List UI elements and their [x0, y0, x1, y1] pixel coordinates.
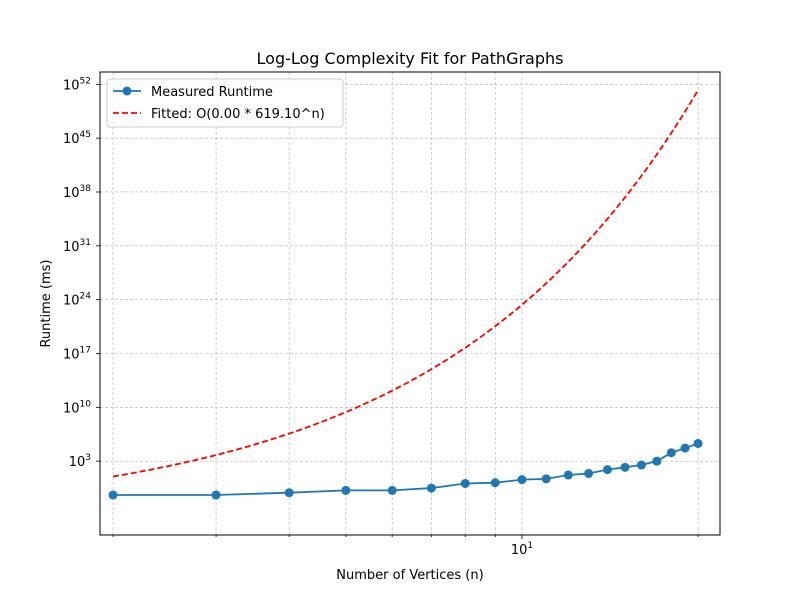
y-tick-label: 103: [69, 453, 91, 470]
measured-runtime-point: [211, 490, 221, 500]
measured-runtime-point: [426, 483, 436, 493]
legend: Measured Runtime Fitted: O(0.00 * 619.10…: [106, 78, 344, 128]
fitted-curve-line: [112, 89, 699, 478]
y-tick-label: 1052: [63, 76, 91, 93]
measured-runtime-point: [666, 448, 676, 458]
y-tick-label: 1038: [63, 184, 91, 201]
measured-runtime-point: [680, 443, 690, 453]
axis-ticks: 101 103 1010 1017 1024 1031 1038 1045 1052: [63, 76, 699, 558]
legend-label-measured-runtime: Measured Runtime: [151, 85, 273, 100]
chart-title: Log-Log Complexity Fit for PathGraphs: [257, 49, 564, 68]
y-tick-label: 1017: [63, 345, 91, 362]
measured-runtime-point: [517, 475, 527, 485]
plot-frame: [99, 71, 721, 536]
measured-runtime-point: [584, 468, 594, 478]
x-tick-label: 101: [511, 541, 533, 558]
y-axis-label: Runtime (ms): [39, 259, 54, 347]
x-axis-label: Number of Vertices (n): [336, 568, 483, 583]
measured-runtime-point: [341, 485, 351, 495]
y-tick-label: 1045: [63, 130, 91, 147]
y-tick-label: 1010: [63, 399, 91, 416]
plot-series: [108, 89, 703, 500]
measured-runtime-point: [284, 488, 294, 498]
measured-runtime-point: [620, 462, 630, 472]
measured-runtime-point: [460, 478, 470, 488]
measured-runtime-point: [652, 456, 662, 466]
legend-marker-measured-runtime: [122, 86, 132, 96]
measured-runtime-point: [387, 485, 397, 495]
legend-label-fitted: Fitted: O(0.00 * 619.10^n): [151, 107, 325, 122]
measured-runtime-point: [563, 470, 573, 480]
measured-runtime-point: [490, 478, 500, 488]
measured-runtime-point: [108, 490, 118, 500]
measured-runtime-point: [541, 474, 551, 484]
y-tick-label: 1031: [63, 238, 91, 255]
measured-runtime-point: [636, 460, 646, 470]
measured-runtime-point: [602, 465, 612, 475]
measured-runtime-point: [693, 438, 703, 448]
y-tick-label: 1024: [63, 292, 91, 309]
legend-box: [106, 78, 344, 128]
grid: [100, 72, 720, 535]
